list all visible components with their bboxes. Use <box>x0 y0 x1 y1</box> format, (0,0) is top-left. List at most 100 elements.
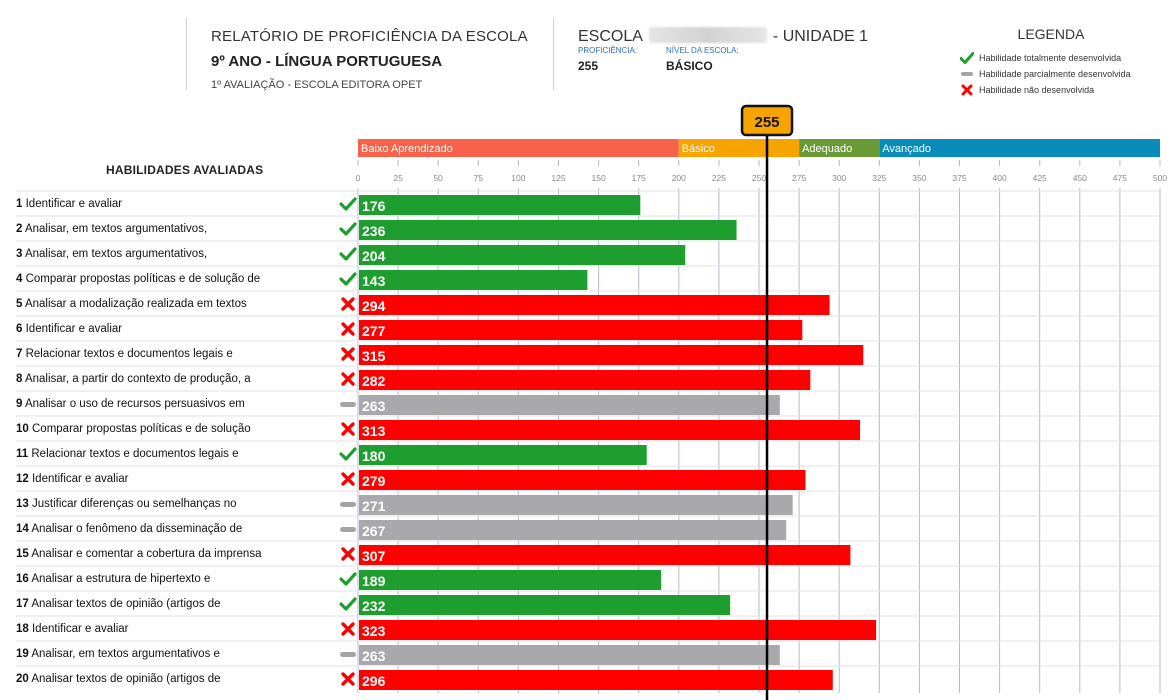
bar-10 <box>359 420 861 440</box>
bar-value-7: 315 <box>362 348 386 364</box>
cross-icon <box>341 622 355 636</box>
bar-1 <box>359 195 641 215</box>
skill-label-8: 8 Analisar, a partir do contexto de prod… <box>16 373 251 385</box>
bar-2 <box>359 220 737 240</box>
bar-value-12: 279 <box>362 473 386 489</box>
bar-value-2: 236 <box>362 223 386 239</box>
skill-label-5: 5 Analisar a modalização realizada em te… <box>16 298 247 310</box>
legend-label-parcial: Habilidade parcialmente desenvolvida <box>979 69 1131 79</box>
check-icon <box>339 447 357 461</box>
legend-label-nao: Habilidade não desenvolvida <box>979 85 1095 95</box>
skill-label-11: 11 Relacionar textos e documentos legais… <box>16 448 239 460</box>
tick-label-0: 0 <box>356 173 361 183</box>
skill-label-19: 19 Analisar, em textos argumentativos e <box>16 648 220 660</box>
bar-value-6: 277 <box>362 323 386 339</box>
bar-value-8: 282 <box>362 373 386 389</box>
tick-label-20: 500 <box>1153 173 1167 183</box>
bar-value-1: 176 <box>362 198 386 214</box>
skill-text: Comparar propostas políticas e de soluçã… <box>22 273 261 285</box>
check-icon <box>339 197 357 211</box>
bar-value-4: 143 <box>362 273 386 289</box>
tick-label-18: 450 <box>1073 173 1087 183</box>
check-icon <box>339 272 357 286</box>
skill-number: 14 <box>16 523 29 535</box>
bar-12 <box>359 470 806 490</box>
tick-label-3: 75 <box>474 173 484 183</box>
skill-label-20: 20 Analisar textos de opinião (artigos d… <box>16 673 221 685</box>
skill-number: 2 <box>16 223 23 235</box>
bar-value-10: 313 <box>362 423 386 439</box>
band-label-2: Adequado <box>802 143 852 155</box>
bar-9 <box>359 395 780 415</box>
check-icon <box>339 597 357 611</box>
bar-value-5: 294 <box>362 298 386 314</box>
bar-value-17: 232 <box>362 598 386 614</box>
skill-label-2: 2 Analisar, em textos argumentativos, <box>16 223 207 235</box>
bar-value-13: 271 <box>362 498 386 514</box>
dash-icon <box>340 652 356 657</box>
bar-value-19: 263 <box>362 648 386 664</box>
redacted-school-name <box>648 27 767 43</box>
bar-11 <box>359 445 647 465</box>
cross-icon <box>341 347 355 361</box>
skill-number: 16 <box>16 573 29 585</box>
dash-icon <box>340 527 356 532</box>
tick-label-5: 125 <box>551 173 565 183</box>
bar-16 <box>359 570 662 590</box>
skill-label-6: 6 Identificar e avaliar <box>16 323 122 335</box>
check-icon <box>958 52 976 64</box>
bar-5 <box>359 295 830 315</box>
band-0 <box>358 139 679 157</box>
skill-label-15: 15 Analisar e comentar a cobertura da im… <box>16 548 261 560</box>
legend-label-total: Habilidade totalmente desenvolvida <box>979 53 1122 63</box>
tick-label-13: 325 <box>872 173 886 183</box>
skill-text: Comparar propostas políticas e de soluçã… <box>28 423 251 435</box>
bar-value-14: 267 <box>362 523 386 539</box>
skill-number: 8 <box>16 373 23 385</box>
skill-number: 10 <box>16 423 29 435</box>
skill-text: Identificar e avaliar <box>22 323 123 335</box>
tick-label-14: 350 <box>912 173 926 183</box>
level-label: NÍVEL DA ESCOLA: <box>666 46 739 55</box>
skill-number: 15 <box>16 548 29 560</box>
proficiency-label: PROFICIÊNCIA: <box>578 46 638 55</box>
skill-label-1: 1 Identificar e avaliar <box>16 198 122 210</box>
cross-icon <box>341 422 355 436</box>
bar-19 <box>359 645 780 665</box>
bar-18 <box>359 620 877 640</box>
tick-label-19: 475 <box>1113 173 1127 183</box>
tick-label-4: 100 <box>511 173 525 183</box>
tick-label-6: 150 <box>592 173 606 183</box>
proficiency-marker-label: 255 <box>755 114 780 131</box>
skill-text: Analisar a estrutura de hipertexto e <box>28 573 211 585</box>
skill-text: Identificar e avaliar <box>28 623 129 635</box>
bar-15 <box>359 545 851 565</box>
legend-item-total: Habilidade totalmente desenvolvida <box>958 50 1158 66</box>
skill-number: 1 <box>16 198 23 210</box>
skill-text: Analisar, em textos argumentativos, <box>22 248 208 260</box>
bar-6 <box>359 320 803 340</box>
tick-label-1: 25 <box>393 173 403 183</box>
skill-label-18: 18 Identificar e avaliar <box>16 623 129 635</box>
band-3 <box>879 139 1160 157</box>
dash-icon <box>340 402 356 407</box>
school-unit: - UNIDADE 1 <box>772 28 869 45</box>
tick-label-8: 200 <box>672 173 686 183</box>
skill-label-10: 10 Comparar propostas políticas e de sol… <box>16 423 251 435</box>
proficiency-marker-box <box>740 104 794 137</box>
grade-subject: 9º ANO - LÍNGUA PORTUGUESA <box>211 53 443 70</box>
skill-text: Justificar diferenças ou semelhanças no <box>28 498 237 510</box>
skill-text: Analisar textos de opinião (artigos de <box>28 598 221 610</box>
skills-title: HABILIDADES AVALIADAS <box>106 163 264 177</box>
evaluation-name: 1º AVALIAÇÃO - ESCOLA EDITORA OPET <box>211 79 423 91</box>
bar-4 <box>359 270 588 290</box>
skill-text: Analisar o uso de recursos persuasivos e… <box>22 398 245 410</box>
skill-text: Analisar, em textos argumentativos, <box>22 223 208 235</box>
tick-label-9: 225 <box>712 173 726 183</box>
skill-text: Identificar e avaliar <box>22 198 123 210</box>
skill-number: 19 <box>16 648 29 660</box>
tick-label-16: 400 <box>993 173 1007 183</box>
dash-icon <box>958 70 976 78</box>
bar-3 <box>359 245 686 265</box>
